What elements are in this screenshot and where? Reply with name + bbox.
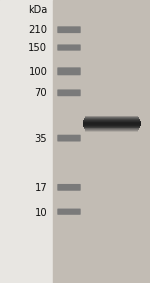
Bar <box>83 126 140 127</box>
Bar <box>83 125 141 126</box>
Bar <box>84 128 139 129</box>
Bar <box>82 124 141 125</box>
Bar <box>83 126 140 127</box>
Bar <box>85 117 139 118</box>
Bar <box>84 118 139 119</box>
Bar <box>84 127 140 128</box>
Bar <box>82 124 141 125</box>
Bar <box>85 130 138 131</box>
Bar <box>83 122 141 123</box>
Bar <box>0 0 53 283</box>
Bar <box>83 125 141 126</box>
Text: 35: 35 <box>35 134 47 144</box>
Text: kDa: kDa <box>28 5 47 15</box>
Text: 150: 150 <box>28 43 47 53</box>
Bar <box>84 119 140 120</box>
Bar <box>85 129 139 130</box>
Bar <box>84 127 140 128</box>
Bar <box>85 129 139 130</box>
FancyBboxPatch shape <box>57 209 81 215</box>
Bar <box>85 130 138 131</box>
Bar <box>83 125 141 126</box>
FancyBboxPatch shape <box>57 26 81 33</box>
Text: 17: 17 <box>34 183 47 193</box>
FancyBboxPatch shape <box>57 184 81 191</box>
Bar <box>84 128 139 129</box>
Text: 210: 210 <box>28 25 47 35</box>
Bar <box>83 120 140 121</box>
Bar <box>84 128 139 129</box>
Bar <box>82 123 141 124</box>
Bar <box>83 121 141 122</box>
Bar <box>83 122 141 123</box>
Text: 10: 10 <box>35 208 47 218</box>
Bar <box>85 116 138 117</box>
Bar <box>84 119 140 120</box>
Bar <box>84 127 140 128</box>
Bar <box>53 0 150 283</box>
FancyBboxPatch shape <box>57 89 81 96</box>
FancyBboxPatch shape <box>57 67 81 75</box>
Bar <box>83 121 141 122</box>
Bar <box>84 118 139 119</box>
FancyBboxPatch shape <box>57 44 81 51</box>
Text: 100: 100 <box>28 67 47 77</box>
Bar <box>85 117 139 118</box>
Bar <box>85 130 138 131</box>
Text: 70: 70 <box>35 88 47 98</box>
Bar <box>85 116 138 117</box>
FancyBboxPatch shape <box>57 135 81 142</box>
Bar <box>83 120 140 121</box>
Bar <box>83 122 141 123</box>
Bar <box>82 123 141 124</box>
Bar <box>85 117 139 118</box>
Bar <box>82 123 141 124</box>
Bar <box>83 124 141 125</box>
Bar <box>85 131 138 132</box>
